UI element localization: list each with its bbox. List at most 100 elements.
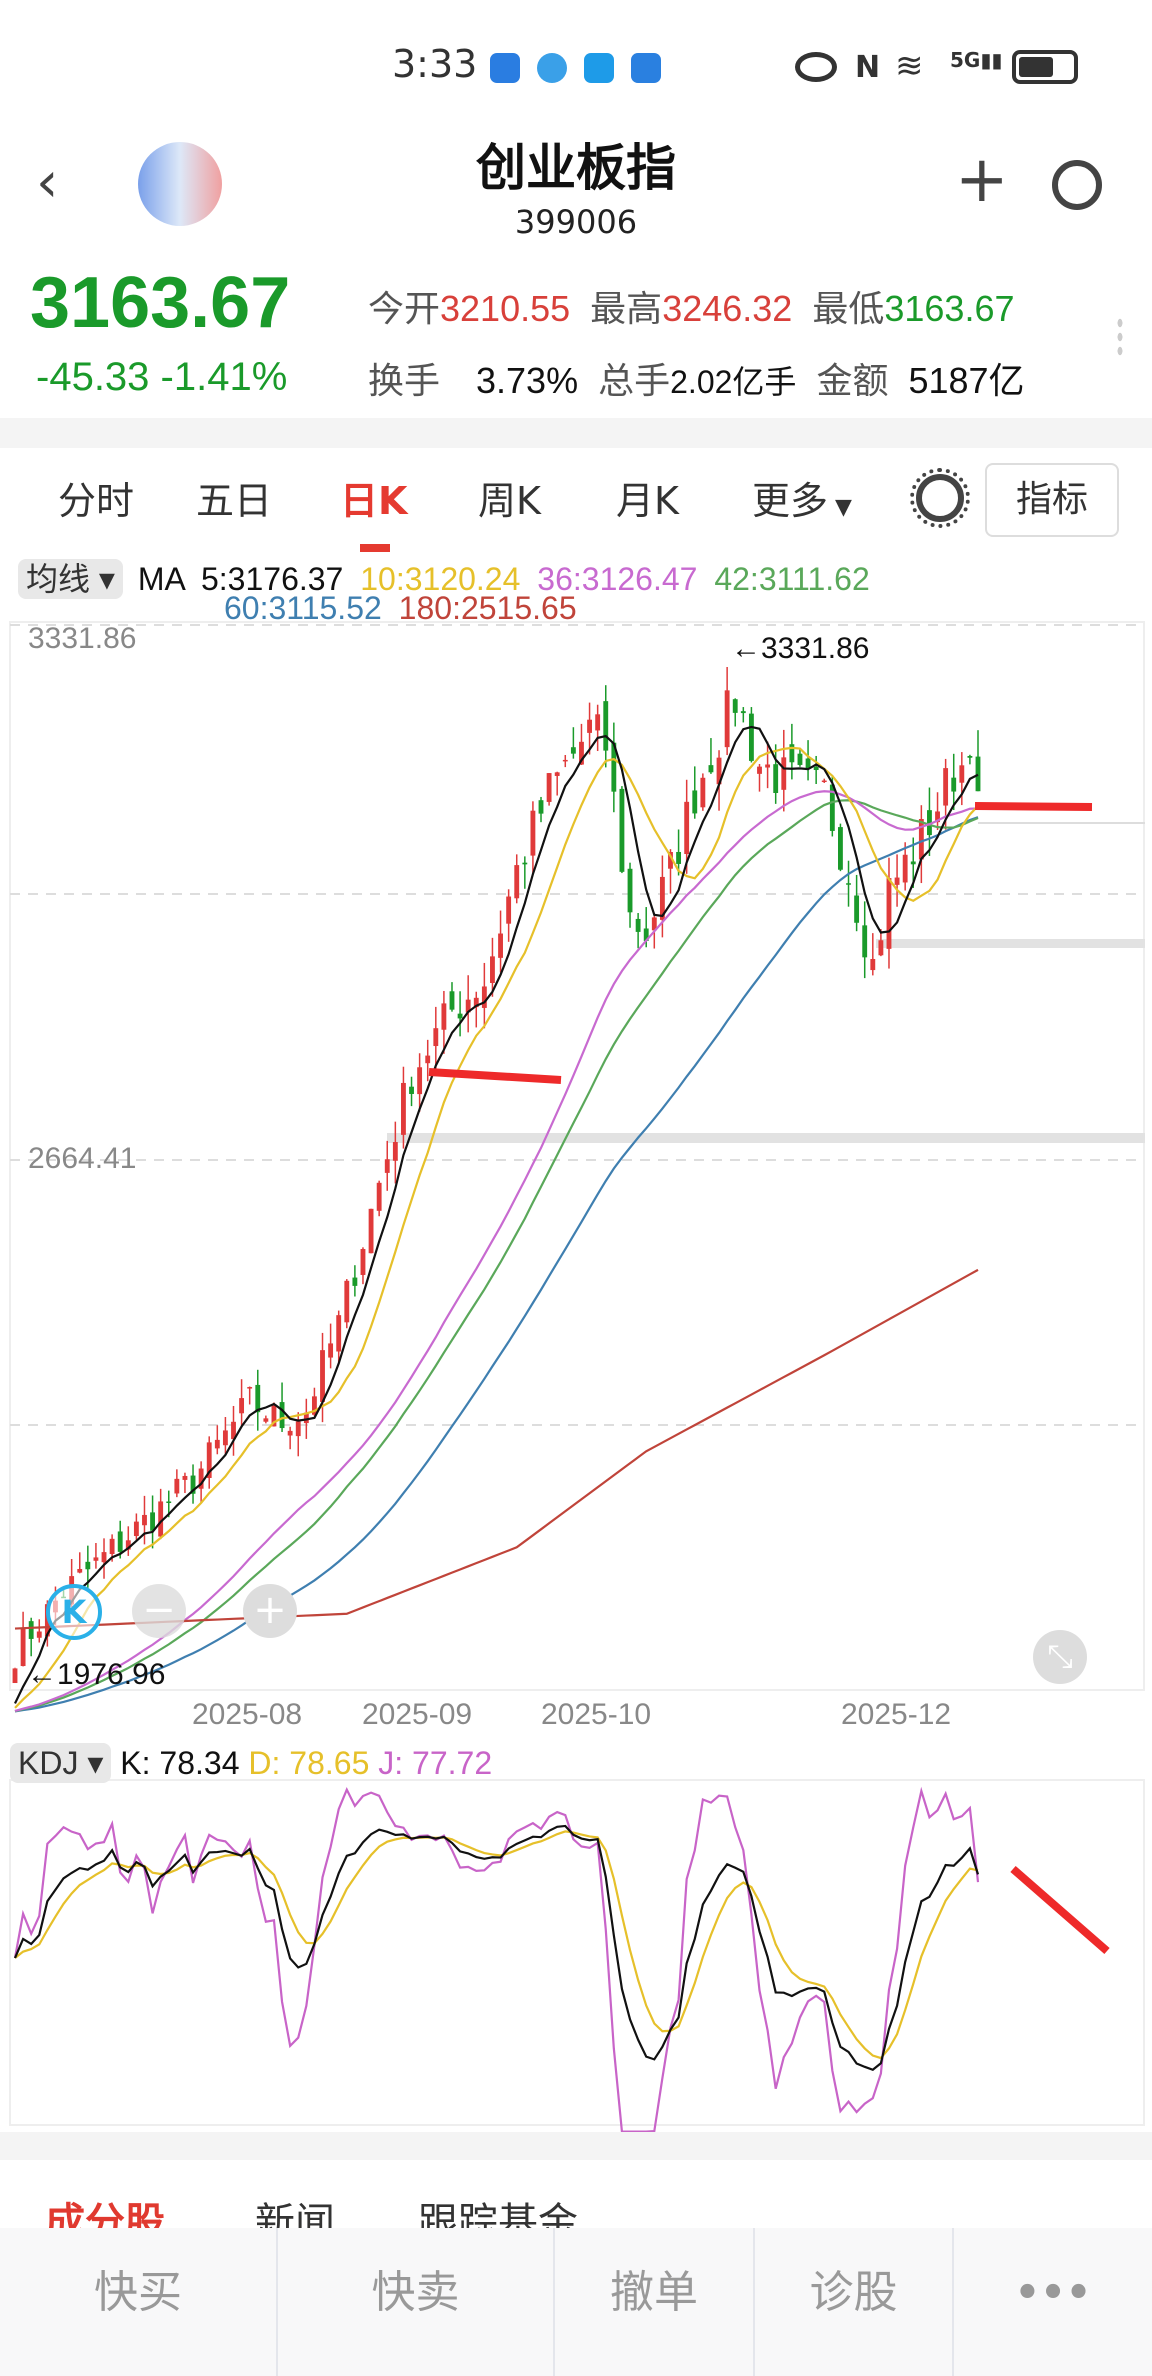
candle [740, 711, 746, 714]
search-notification-icon [584, 53, 614, 83]
candle [918, 819, 924, 860]
candle [433, 1028, 439, 1047]
candle [303, 1412, 309, 1424]
candle [611, 742, 617, 792]
eye-icon [795, 52, 837, 82]
candle [643, 928, 649, 941]
candle [748, 713, 754, 761]
divider [952, 2228, 954, 2376]
tab-daily-k[interactable]: 日K [340, 479, 408, 523]
kdj-dropdown-label: KDJ [18, 1745, 79, 1781]
highlight-bar [876, 939, 1145, 948]
candle [651, 917, 657, 931]
candle [174, 1478, 180, 1494]
candle [101, 1552, 107, 1563]
ma-dropdown[interactable]: 均线 ▾ [18, 559, 123, 599]
current-price: 3163.67 [30, 263, 291, 343]
ma-legend: 均线 ▾ MA 5:3176.37 10:3120.24 36:3126.47 … [18, 554, 870, 600]
weather-notification-icon [631, 53, 661, 83]
candle [635, 918, 641, 932]
j-line [13, 1786, 980, 2133]
candle [773, 764, 779, 793]
fullscreen-button[interactable]: ⤡ [1033, 1630, 1087, 1684]
ma-legend-line-2: 60:3115.52 180:2515.65 [224, 590, 577, 627]
back-icon[interactable]: ‹ [36, 150, 59, 215]
high-value: 3246.32 [662, 288, 793, 329]
candle [457, 1013, 463, 1019]
candle [133, 1521, 139, 1537]
ma10-line [14, 746, 979, 1709]
search-icon[interactable] [1052, 160, 1102, 210]
more-handle-icon[interactable] [1116, 316, 1124, 358]
candle [328, 1343, 334, 1358]
candle [805, 758, 811, 769]
candle [255, 1384, 261, 1413]
candle [951, 777, 957, 792]
tab-weekly-k[interactable]: 周K [478, 479, 541, 523]
candle [239, 1398, 245, 1414]
candle [142, 1514, 147, 1526]
candle [959, 765, 965, 783]
candle [975, 756, 981, 792]
divider [276, 2228, 278, 2376]
candle [530, 810, 536, 856]
candle [287, 1430, 293, 1436]
tab-more[interactable]: 更多 ▼ [752, 470, 852, 525]
kdj-legend: KDJ ▾ K: 78.34 D: 78.65 J: 77.72 [10, 1743, 493, 1783]
candle [28, 1621, 34, 1639]
candle [619, 788, 625, 872]
candle [198, 1468, 204, 1489]
candle [878, 940, 884, 956]
tab-intraday[interactable]: 分时 [58, 479, 135, 523]
zoom-out-button[interactable]: − [132, 1584, 186, 1638]
candle [562, 759, 568, 762]
ma-prefix: MA [137, 561, 185, 597]
indicator-button[interactable]: 指标 [985, 463, 1119, 537]
candle [692, 790, 698, 814]
divider [753, 2228, 755, 2376]
tab-five-day[interactable]: 五日 [196, 479, 273, 523]
candle [668, 852, 673, 869]
candle [789, 744, 795, 763]
quick-sell-button[interactable]: 快卖 [371, 2267, 460, 2318]
kdj-dropdown[interactable]: KDJ ▾ [10, 1743, 112, 1783]
nfc-icon: N [855, 50, 881, 85]
mascot-avatar[interactable] [138, 142, 222, 226]
annotation-line [1010, 1865, 1110, 1955]
tab-monthly-k[interactable]: 月K [616, 479, 679, 523]
candle [320, 1350, 325, 1402]
candle [336, 1315, 342, 1352]
volume-value: 2.02亿手 [670, 364, 797, 400]
cancel-order-button[interactable]: 撤单 [610, 2267, 698, 2318]
open-value: 3210.55 [440, 288, 571, 329]
candle [659, 876, 665, 920]
ma42-value: 42:3111.62 [714, 561, 870, 597]
k-value: K: 78.34 [120, 1745, 240, 1781]
candle [829, 784, 835, 831]
diagnose-stock-button[interactable]: 诊股 [809, 2267, 898, 2318]
j-value: J: 77.72 [378, 1745, 493, 1781]
browser-notification-icon [537, 53, 567, 83]
candle [821, 780, 827, 783]
candle [838, 827, 843, 870]
add-watchlist-icon[interactable]: + [955, 143, 1009, 217]
candle [85, 1561, 91, 1570]
candle [554, 772, 560, 776]
candle [93, 1557, 99, 1561]
candle [376, 1182, 382, 1211]
candle [684, 801, 690, 854]
ma180-line [14, 1268, 979, 1630]
candle [757, 766, 762, 774]
battery-icon [1012, 50, 1078, 84]
candle [417, 1067, 423, 1095]
settings-gear-icon[interactable] [910, 468, 970, 528]
annotation-line [428, 1068, 562, 1084]
zoom-in-button[interactable]: + [243, 1584, 297, 1638]
candle [449, 991, 455, 1010]
candle [279, 1402, 285, 1429]
k-assistant-icon[interactable]: K [46, 1584, 102, 1640]
more-options-icon[interactable]: ••• [1014, 2270, 1092, 2316]
candle [344, 1280, 350, 1323]
quick-buy-button[interactable]: 快买 [94, 2267, 182, 2318]
